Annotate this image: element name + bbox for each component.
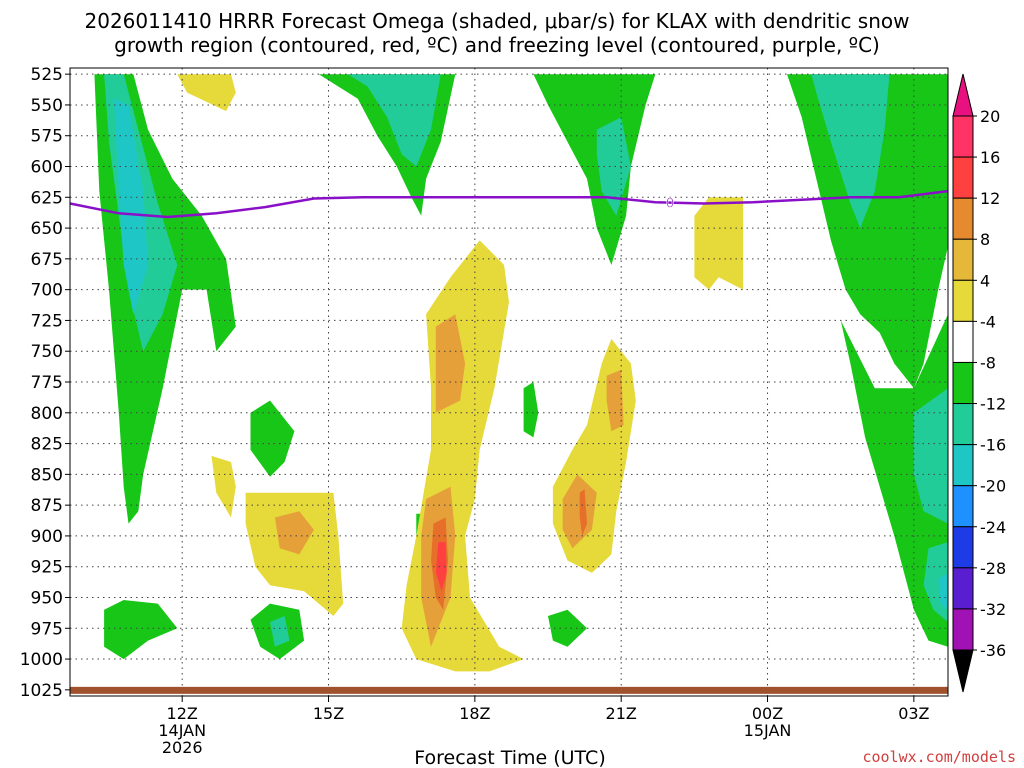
colorbar-label: -36 [980,641,1006,660]
colorbar: 20 16 12 8 4 -4 -8 -12 -16 -20 -24 -28 -32 -36 [952,73,1006,693]
omega-region [533,74,656,265]
x-tick-year: 2026 [162,738,203,757]
y-tick-label: 650 [31,219,63,239]
omega-region [348,74,441,167]
colorbar-label: 12 [980,189,1000,208]
omega-region [552,338,636,573]
y-tick-label: 550 [31,96,63,116]
y-tick-label: 975 [31,619,63,639]
colorbar-label: -12 [980,395,1006,414]
y-tick-label: 800 [31,404,63,424]
omega-region [811,74,890,229]
y-tick-label: 750 [31,342,63,362]
colorbar-label: 20 [980,107,1000,126]
omega-region [113,98,148,315]
omega-region [548,609,587,647]
x-tick-label: 03Z [898,704,929,723]
colorbar-segment [952,115,974,158]
y-tick-label: 525 [31,65,63,85]
x-tick-label: 15Z [313,704,344,723]
omega-region [177,74,236,112]
omega-region [211,455,236,518]
grid-lines [70,68,948,696]
ground-fill [70,686,948,694]
colorbar-segment [952,403,974,446]
omega-region [270,616,290,647]
colorbar-bottom-arrow [952,649,974,693]
colorbar-label: 4 [980,271,990,290]
omega-region [104,600,178,660]
y-tick-label: 600 [31,158,63,178]
colorbar-label: -4 [980,312,996,331]
omega-region [435,314,466,413]
omega-region [913,388,948,524]
freezing-level-contour: 0 [69,189,949,219]
colorbar-label: -32 [980,600,1006,619]
colorbar-segment [952,444,974,487]
colorbar-segment [952,320,974,363]
x-tick-date: 15JAN [744,721,792,740]
colorbar-segment [952,361,974,405]
x-tick-label: 00Z [752,704,783,723]
y-tick-label: 1025 [20,681,63,701]
colorbar-segment [952,485,974,528]
colorbar-label: -20 [980,477,1006,496]
omega-region [245,492,344,616]
colorbar-label: -24 [980,518,1006,537]
omega-region [840,314,948,647]
colorbar-segment [952,567,974,610]
chart-title-line2: growth region (contoured, red, ºC) and f… [114,33,880,57]
omega-region [274,511,314,555]
y-tick-label: 900 [31,527,63,547]
colorbar-label: -28 [980,559,1006,578]
colorbar-segment [952,279,974,322]
chart-title-line1: 2026011410 HRRR Forecast Omega (shaded, … [85,9,910,33]
colorbar-label: 8 [980,230,990,249]
y-tick-label: 825 [31,435,63,455]
omega-region [694,197,744,290]
y-tick-label: 575 [31,127,63,147]
omega-region [606,369,624,432]
colorbar-segment [952,238,974,281]
omega-region [596,117,631,216]
colorbar-label: 16 [980,148,1000,167]
y-tick-label: 1000 [20,650,63,670]
omega-region [579,489,587,536]
y-tick-label: 625 [31,188,63,208]
credit-text: coolwx.com/models [862,748,1016,766]
colorbar-segment [952,156,974,199]
colorbar-segment [952,526,974,569]
y-tick-label: 700 [31,281,63,301]
y-tick-label: 875 [31,496,63,516]
y-tick-label: 925 [31,558,63,578]
x-tick-label: 21Z [606,704,637,723]
y-tick-label: 775 [31,373,63,393]
x-tick-date: 14JAN [158,721,206,740]
freezing-level-label: 0 [666,197,674,212]
omega-region [435,542,447,592]
y-tick-label: 850 [31,465,63,485]
y-tick-label: 725 [31,311,63,331]
omega-shading [94,74,948,672]
colorbar-label: -16 [980,436,1006,455]
omega-region [787,74,948,389]
omega-region [938,572,948,610]
x-tick-label: 12Z [167,704,198,723]
omega-region [401,240,524,672]
colorbar-top-arrow [952,73,974,117]
pressure-axis: 525 550 575 600 625 650 675 700 725 750 775 800 825 8… [20,65,70,701]
x-tick-label: 18Z [459,704,490,723]
ground-strip [70,686,948,694]
colorbar-segment [952,608,974,651]
omega-region [250,400,295,477]
freezing-level-line [69,189,949,219]
colorbar-label: -8 [980,353,996,372]
y-tick-label: 675 [31,250,63,270]
omega-region [523,382,539,438]
x-axis-title: Forecast Time (UTC) [414,747,605,768]
y-tick-label: 950 [31,588,63,608]
colorbar-segment [952,197,974,240]
